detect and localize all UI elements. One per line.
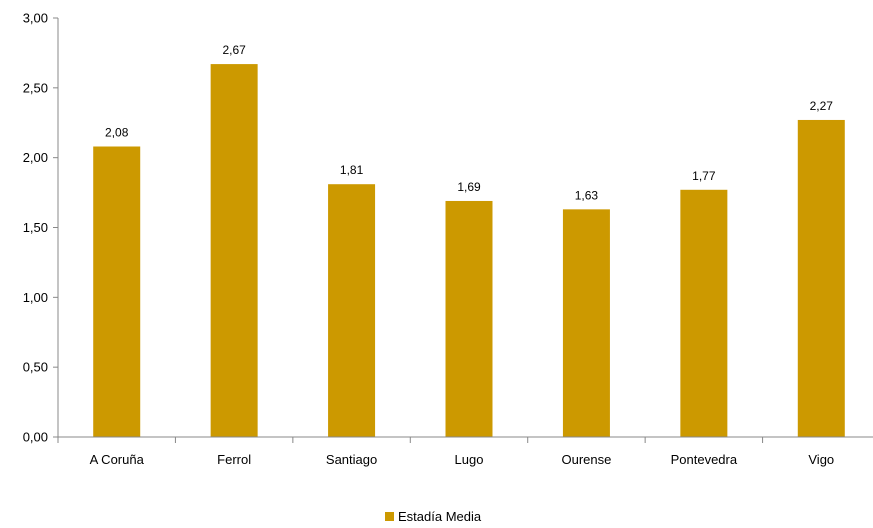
x-tick-label: Ourense xyxy=(561,452,611,467)
data-label: 2,27 xyxy=(810,99,834,113)
bar xyxy=(562,209,610,437)
x-axis: A Coruña Ferrol Santiago Lugo Ourense Ponteve… xyxy=(57,436,873,467)
bar xyxy=(680,189,728,437)
bar xyxy=(445,200,493,437)
data-label: 1,77 xyxy=(692,169,716,183)
y-axis: 0,00 0,50 1,00 1,50 2,00 2,50 3,00 xyxy=(23,11,59,445)
y-tick-label: 1,00 xyxy=(23,290,48,305)
legend-swatch xyxy=(385,512,394,521)
data-label: 1,81 xyxy=(340,163,364,177)
bar xyxy=(210,64,258,437)
x-tick-label: Lugo xyxy=(455,452,484,467)
y-tick-label: 0,50 xyxy=(23,360,48,375)
y-tick-label: 2,00 xyxy=(23,150,48,165)
data-label: 2,67 xyxy=(222,43,246,57)
bars: 2,08 2,67 1,81 1,69 1,63 1,77 2,27 xyxy=(93,43,845,437)
data-label: 2,08 xyxy=(105,125,129,139)
legend-label: Estadía Media xyxy=(398,509,482,524)
bar xyxy=(93,146,141,437)
x-tick-label: Pontevedra xyxy=(671,452,738,467)
y-tick-label: 1,50 xyxy=(23,220,48,235)
y-tick-label: 3,00 xyxy=(23,11,48,26)
y-tick-label: 2,50 xyxy=(23,80,48,95)
x-tick-label: A Coruña xyxy=(90,452,145,467)
legend: Estadía Media xyxy=(385,509,482,524)
data-label: 1,63 xyxy=(575,188,599,202)
x-tick-label: Ferrol xyxy=(217,452,251,467)
data-label: 1,69 xyxy=(457,180,481,194)
x-tick-label: Vigo xyxy=(808,452,834,467)
y-tick-label: 0,00 xyxy=(23,430,48,445)
x-tick-label: Santiago xyxy=(326,452,377,467)
bar xyxy=(797,119,845,437)
bar xyxy=(328,184,376,437)
